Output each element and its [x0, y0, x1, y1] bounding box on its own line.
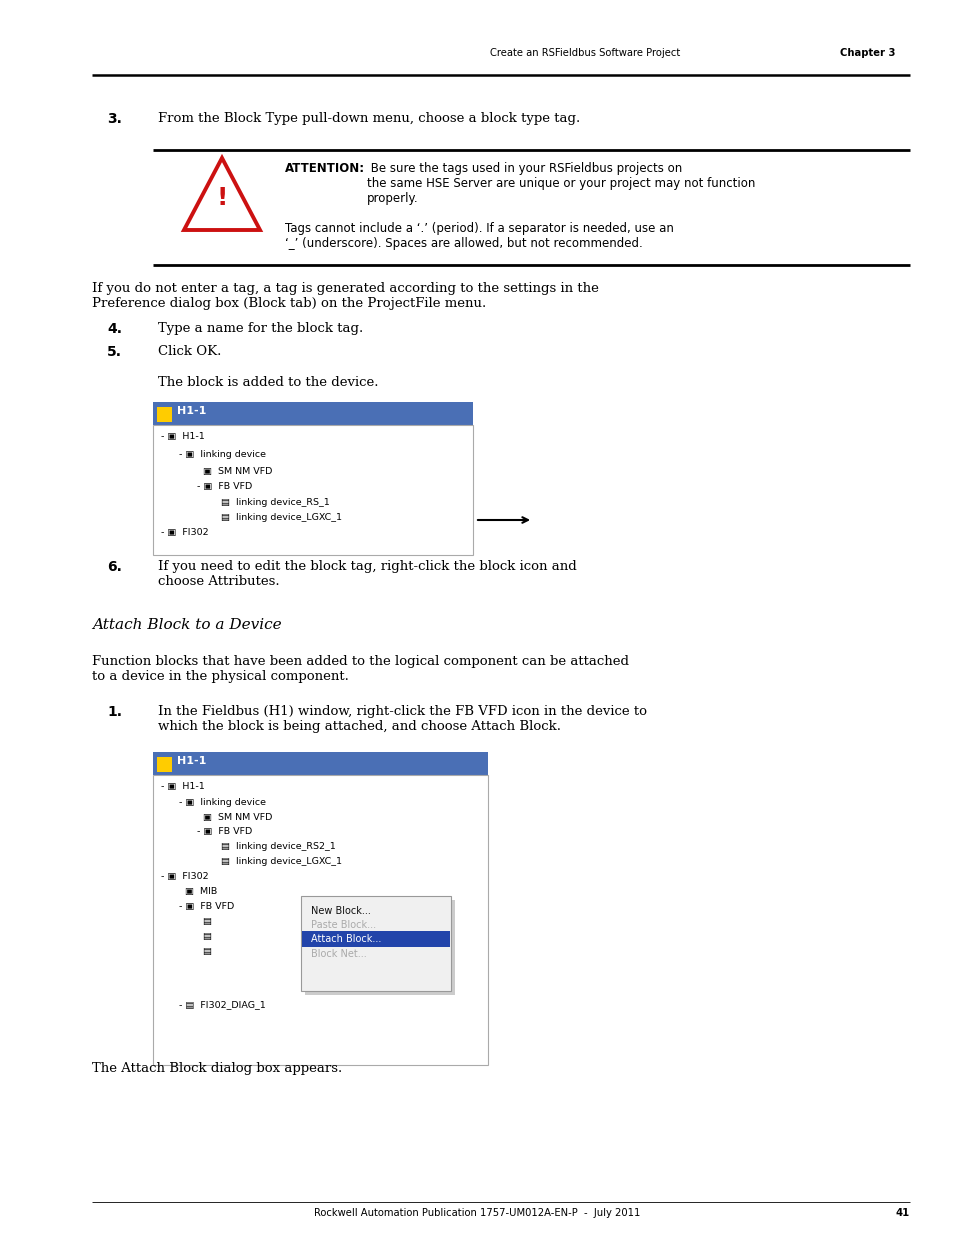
FancyBboxPatch shape	[157, 406, 172, 421]
Text: H1-1: H1-1	[177, 406, 206, 416]
Text: Chapter 3: Chapter 3	[839, 48, 894, 58]
Text: ▤  linking device_LGXC_1: ▤ linking device_LGXC_1	[214, 857, 341, 866]
Text: ▣  SM NM VFD: ▣ SM NM VFD	[196, 467, 273, 475]
Text: - ▤  FI302_DIAG_1: - ▤ FI302_DIAG_1	[179, 1000, 266, 1009]
Text: Click OK.: Click OK.	[158, 345, 221, 358]
Text: - ▣  H1-1: - ▣ H1-1	[161, 782, 205, 790]
Text: ▤: ▤	[196, 947, 212, 956]
Text: In the Fieldbus (H1) window, right-click the FB VFD icon in the device to
which : In the Fieldbus (H1) window, right-click…	[158, 705, 646, 734]
Text: Attach Block to a Device: Attach Block to a Device	[91, 618, 281, 632]
FancyBboxPatch shape	[152, 752, 488, 776]
Polygon shape	[184, 158, 260, 230]
Text: - ▣  FB VFD: - ▣ FB VFD	[196, 482, 252, 492]
Text: - ▣  linking device: - ▣ linking device	[179, 798, 266, 806]
FancyBboxPatch shape	[305, 900, 455, 995]
Text: Type a name for the block tag.: Type a name for the block tag.	[158, 322, 363, 335]
Text: Create an RSFieldbus Software Project: Create an RSFieldbus Software Project	[489, 48, 679, 58]
Text: ▣  MIB: ▣ MIB	[179, 887, 217, 897]
Text: - ▣  FI302: - ▣ FI302	[161, 529, 209, 537]
Text: ▤: ▤	[196, 932, 212, 941]
Text: - ▣  H1-1: - ▣ H1-1	[161, 432, 205, 441]
Text: 4.: 4.	[107, 322, 122, 336]
Text: Tags cannot include a ‘.’ (period). If a separator is needed, use an
‘_’ (unders: Tags cannot include a ‘.’ (period). If a…	[285, 222, 673, 249]
FancyBboxPatch shape	[152, 425, 473, 555]
Text: ▤  linking device_RS2_1: ▤ linking device_RS2_1	[214, 842, 335, 851]
Text: Block Net...: Block Net...	[311, 948, 366, 958]
Text: ▣  SM NM VFD: ▣ SM NM VFD	[196, 813, 273, 823]
FancyBboxPatch shape	[157, 757, 172, 772]
Text: The Attach Block dialog box appears.: The Attach Block dialog box appears.	[91, 1062, 342, 1074]
Text: The block is added to the device.: The block is added to the device.	[158, 375, 378, 389]
Text: Rockwell Automation Publication 1757-UM012A-EN-P  -  July 2011: Rockwell Automation Publication 1757-UM0…	[314, 1208, 639, 1218]
Text: 6.: 6.	[107, 559, 122, 574]
Text: From the Block Type pull-down menu, choose a block type tag.: From the Block Type pull-down menu, choo…	[158, 112, 579, 125]
Text: 5.: 5.	[107, 345, 122, 359]
Text: 3.: 3.	[107, 112, 122, 126]
Text: - ▣  FB VFD: - ▣ FB VFD	[179, 902, 234, 911]
Text: 1.: 1.	[107, 705, 122, 719]
Text: Be sure the tags used in your RSFieldbus projects on
the same HSE Server are uni: Be sure the tags used in your RSFieldbus…	[367, 162, 755, 205]
FancyBboxPatch shape	[152, 776, 488, 1065]
Text: ▤: ▤	[196, 918, 212, 926]
Text: ▤  linking device_LGXC_1: ▤ linking device_LGXC_1	[214, 513, 341, 522]
Text: 41: 41	[895, 1208, 909, 1218]
Text: H1-1: H1-1	[177, 756, 206, 766]
Text: - ▣  FB VFD: - ▣ FB VFD	[196, 827, 252, 836]
Text: If you do not enter a tag, a tag is generated according to the settings in the
P: If you do not enter a tag, a tag is gene…	[91, 282, 598, 310]
Text: ATTENTION:: ATTENTION:	[285, 162, 365, 175]
FancyBboxPatch shape	[302, 931, 450, 946]
Text: Function blocks that have been added to the logical component can be attached
to: Function blocks that have been added to …	[91, 655, 628, 683]
Text: !: !	[216, 185, 228, 210]
Text: - ▣  FI302: - ▣ FI302	[161, 872, 209, 881]
Text: ▤  linking device_RS_1: ▤ linking device_RS_1	[214, 498, 330, 508]
Text: Attach Block...: Attach Block...	[311, 934, 381, 944]
FancyBboxPatch shape	[152, 403, 473, 425]
Text: New Block...: New Block...	[311, 905, 371, 915]
FancyBboxPatch shape	[301, 897, 451, 990]
Text: Paste Block...: Paste Block...	[311, 920, 375, 930]
Text: - ▣  linking device: - ▣ linking device	[179, 450, 266, 459]
Text: If you need to edit the block tag, right-click the block icon and
choose Attribu: If you need to edit the block tag, right…	[158, 559, 577, 588]
